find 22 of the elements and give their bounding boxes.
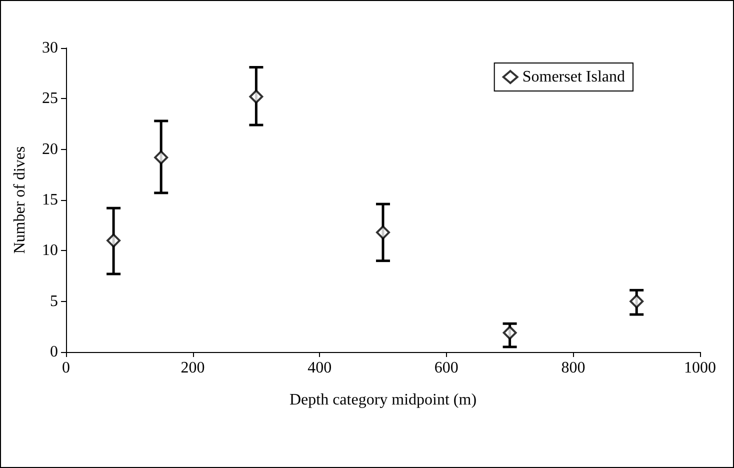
y-axis-title: Number of dives: [12, 146, 28, 254]
y-tick-label: 30: [42, 40, 58, 56]
x-tick-label: 600: [434, 360, 458, 376]
x-tick-label: 0: [62, 360, 70, 376]
point: [376, 225, 390, 240]
point: [106, 234, 121, 248]
point: [154, 150, 168, 164]
point: [630, 294, 644, 308]
legend-label: Somerset Island: [522, 68, 626, 86]
x-tick-label: 800: [561, 360, 586, 376]
y-tick-label: 20: [42, 140, 58, 158]
x-tick-label: 1000: [684, 360, 716, 376]
y-tick-label: 5: [50, 292, 58, 310]
point: [502, 326, 517, 340]
y-tick-label: 0: [50, 344, 58, 360]
x-axis-title: Depth category midpoint (m): [289, 392, 477, 408]
y-tick-label: 25: [42, 90, 58, 108]
x-tick-label: 400: [308, 360, 332, 376]
y-tick-label: 15: [42, 192, 58, 208]
x-tick-label: 200: [180, 360, 205, 376]
y-tick-label: 10: [42, 242, 58, 260]
point: [249, 90, 264, 104]
